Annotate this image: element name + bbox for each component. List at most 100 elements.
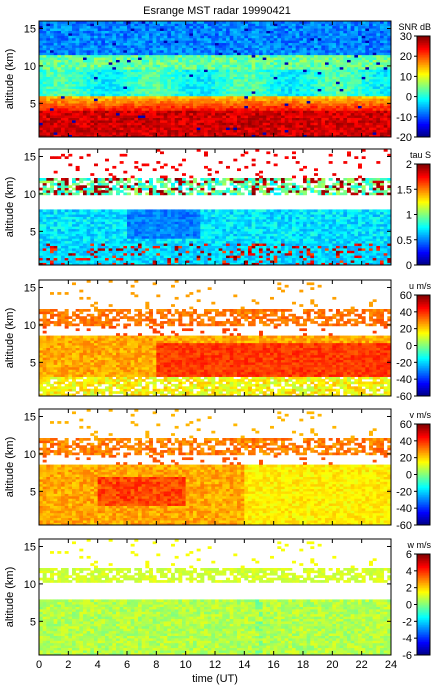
heatmap-cell (196, 62, 201, 65)
heatmap-cell (325, 93, 329, 97)
heatmap-cell (108, 134, 113, 138)
heatmap-cell (64, 42, 69, 46)
heatmap-cell (200, 120, 205, 123)
heatmap-cell (39, 59, 43, 63)
heatmap-cell (182, 71, 186, 75)
heatmap-cell (75, 86, 80, 89)
heatmap-cell (193, 117, 197, 121)
heatmap-cell (262, 81, 267, 85)
heatmap-cell (310, 50, 315, 53)
heatmap-cell (72, 25, 76, 29)
heatmap-cell (233, 23, 238, 27)
heatmap-cell (200, 33, 205, 36)
heatmap-cell (284, 47, 289, 51)
heatmap-cell (372, 57, 377, 60)
heatmap-cell (387, 37, 392, 41)
heatmap-cell (160, 88, 164, 92)
heatmap-cell (273, 117, 278, 121)
heatmap-cell (68, 100, 73, 104)
heatmap-cell (72, 98, 76, 102)
heatmap-cell (86, 129, 91, 133)
heatmap-cell (152, 52, 157, 56)
heatmap-cell (127, 108, 131, 111)
heatmap-cell (112, 105, 117, 109)
heatmap-cell (204, 33, 208, 36)
heatmap-cell (317, 64, 322, 68)
heatmap-cell (112, 100, 117, 104)
heatmap-cell (233, 42, 238, 46)
heatmap-cell (174, 59, 179, 63)
heatmap-cell (101, 33, 106, 36)
heatmap-cell (134, 62, 139, 65)
heatmap-cell (240, 21, 245, 24)
heatmap-cell (372, 127, 377, 131)
heatmap-cell (163, 117, 168, 121)
heatmap-cell (75, 95, 80, 99)
heatmap-cell (365, 37, 370, 41)
heatmap-cell (152, 83, 157, 87)
heatmap-cell (53, 83, 58, 87)
heatmap-cell (116, 76, 120, 80)
colorbar-step (417, 51, 430, 54)
heatmap-cell (332, 25, 337, 29)
heatmap-cell (149, 129, 153, 133)
heatmap-cell (57, 33, 62, 36)
heatmap-cell (292, 76, 296, 80)
heatmap-cell (229, 95, 234, 99)
heatmap-cell (178, 35, 183, 39)
heatmap-cell (61, 185, 65, 188)
heatmap-cell (53, 52, 58, 56)
heatmap-cell (273, 54, 278, 58)
heatmap-cell (160, 37, 164, 41)
heatmap-cell (339, 127, 344, 131)
heatmap-cell (156, 66, 161, 70)
heatmap-cell (372, 117, 377, 121)
colorbar-step (417, 81, 430, 84)
colorbar-tick-label: 10 (400, 71, 412, 83)
heatmap-cell (215, 120, 219, 123)
heatmap-cell (68, 79, 73, 82)
heatmap-cell (50, 91, 54, 94)
heatmap-cell (46, 223, 51, 227)
heatmap-cell (145, 112, 150, 116)
heatmap-cell (233, 25, 238, 29)
heatmap-cell (314, 83, 318, 87)
heatmap-cell (185, 117, 190, 121)
heatmap-cell (90, 120, 95, 123)
heatmap-cell (127, 25, 131, 29)
heatmap-cell (163, 110, 168, 114)
heatmap-cell (288, 66, 293, 70)
heatmap-cell (53, 250, 58, 254)
heatmap-cell (101, 115, 106, 118)
heatmap-cell (361, 100, 366, 104)
heatmap-cell (332, 45, 337, 48)
heatmap-cell (204, 122, 208, 126)
heatmap-cell (284, 23, 289, 27)
heatmap-cell (369, 37, 373, 41)
heatmap-cell (149, 100, 153, 104)
heatmap-cell (178, 33, 183, 36)
heatmap-cell (105, 91, 109, 94)
heatmap-cell (171, 98, 175, 102)
heatmap-cell (240, 28, 245, 31)
heatmap-cell (336, 91, 340, 94)
heatmap-cell (46, 45, 51, 48)
heatmap-cell (237, 117, 241, 121)
heatmap-cell (167, 91, 172, 94)
heatmap-cell (90, 117, 95, 121)
heatmap-cell (358, 50, 362, 53)
heatmap-cell (42, 28, 47, 31)
heatmap-cell (229, 115, 234, 118)
heatmap-cell (61, 108, 65, 111)
heatmap-cell (222, 74, 227, 77)
heatmap-cell (83, 117, 87, 121)
heatmap-cell (343, 59, 348, 63)
heatmap-cell (244, 127, 249, 131)
heatmap-cell (361, 50, 366, 53)
heatmap-cell (281, 37, 285, 41)
heatmap-cell (369, 45, 373, 48)
heatmap-cell (193, 83, 197, 87)
heatmap-cell (321, 112, 326, 116)
heatmap-cell (189, 47, 194, 51)
heatmap-cell (317, 52, 322, 56)
